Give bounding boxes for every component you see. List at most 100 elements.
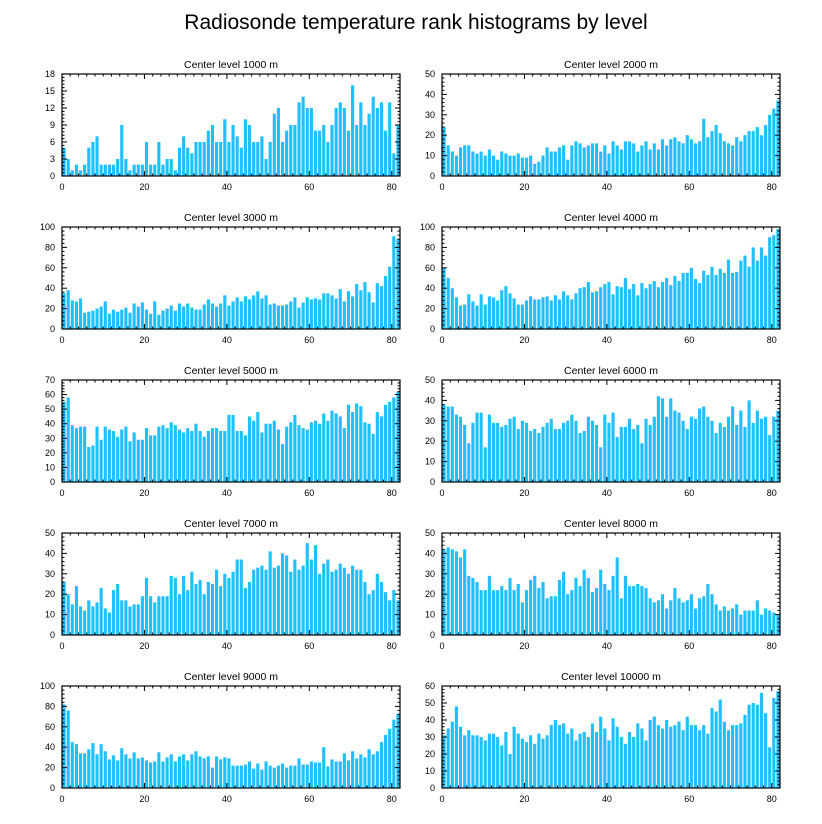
bar [182,306,186,329]
bar [702,725,706,788]
y-tick-label: 40 [45,742,55,752]
bar [210,303,215,329]
panel-title: Center level 7000 m [184,518,278,530]
bar [116,159,120,176]
bar [648,598,652,635]
bar [566,733,570,788]
y-tick-label: 80 [45,242,55,252]
y-tick-label: 50 [425,528,435,538]
bar [62,147,66,176]
bar [153,435,157,482]
x-tick-label: 40 [602,182,612,192]
y-tick-label: 50 [425,375,435,385]
bar [615,145,619,176]
bars [62,543,400,635]
bar [206,130,210,176]
x-tick-label: 60 [304,641,314,651]
bar [743,714,747,788]
bar [215,142,219,176]
bar [289,301,293,329]
bar [227,142,231,176]
bar [120,748,124,788]
bar [611,412,615,482]
bar [182,432,186,482]
bar [91,743,95,788]
bar [223,431,227,482]
bar [379,102,384,176]
bar [111,590,116,635]
x-tick-label: 40 [222,335,232,345]
bar [471,151,475,176]
bars [442,100,780,176]
bar [99,588,103,635]
panel-title: Center level 6000 m [564,365,658,377]
bar [309,299,313,329]
y-tick-label: 20 [425,749,435,759]
bar [603,284,607,329]
bar [144,428,149,482]
bar [656,600,660,635]
bar [516,584,520,635]
bar [599,287,603,329]
bar [231,301,235,329]
bar [475,735,479,788]
bar [202,594,206,635]
x-tick-label: 20 [139,182,149,192]
bar [384,404,388,482]
bar [479,151,483,176]
bar [260,565,264,635]
bar [190,431,194,482]
bar [549,596,553,635]
bar [557,147,562,176]
bar [318,423,322,482]
y-tick-label: 60 [425,681,435,691]
bar [475,153,479,176]
bar [677,141,681,176]
bar [520,420,524,482]
y-tick-label: 100 [40,222,55,232]
y-tick-label: 20 [45,589,55,599]
bar [772,612,776,635]
x-tick-label: 40 [222,182,232,192]
y-tick-label: 9 [50,120,55,130]
bar [454,706,458,788]
y-tick-label: 3 [50,154,55,164]
bar [243,764,247,788]
bar [487,733,491,788]
bar [186,428,190,482]
bar [764,608,768,635]
bar [574,740,578,788]
bar [256,142,260,176]
x-tick-label: 20 [519,488,529,498]
bar [759,135,764,176]
bar [359,569,363,635]
bar [268,765,272,788]
y-tick-label: 10 [425,610,435,620]
bar [529,735,533,788]
bar [566,159,570,176]
bar [496,737,500,788]
bar [537,733,541,788]
bar [693,608,698,635]
bar [379,286,384,329]
bar [673,588,677,635]
plot-frame [441,73,781,177]
bar [607,282,611,329]
bar [169,305,173,329]
bar [256,291,260,329]
bar [363,757,367,788]
bar [264,761,268,788]
bar [673,137,677,176]
bar [128,312,132,329]
bar [446,278,450,329]
x-tick-label: 20 [139,488,149,498]
bar [504,731,508,788]
bar [504,590,508,635]
bar [182,136,186,176]
bar [177,429,182,482]
y-tick-label: 50 [45,404,55,414]
bar [301,428,305,482]
bar [334,108,338,176]
bar [475,412,479,482]
bar [619,149,623,176]
